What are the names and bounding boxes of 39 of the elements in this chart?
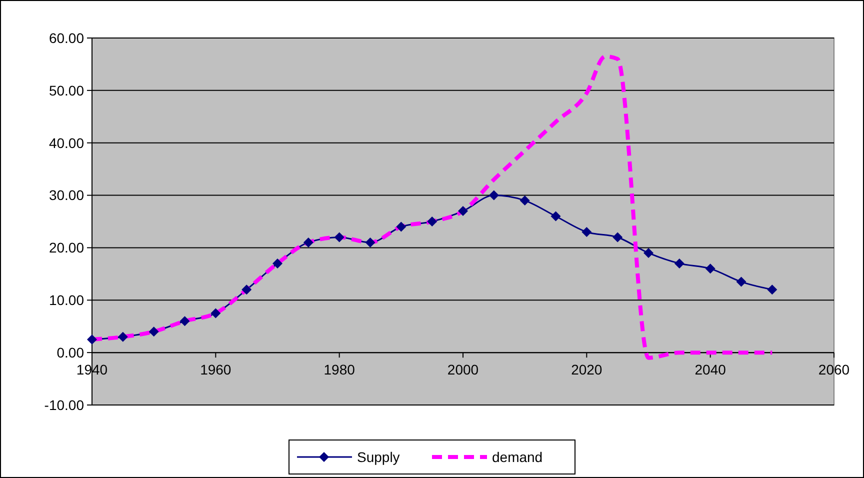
point xyxy=(644,248,654,258)
x-tick-label: 1960 xyxy=(200,362,232,378)
y-tick-label: 30.00 xyxy=(48,187,84,204)
point xyxy=(118,332,128,342)
y-tick-label: 10.00 xyxy=(48,292,84,308)
point xyxy=(582,226,592,237)
point xyxy=(520,196,530,206)
point xyxy=(334,232,344,242)
x-tick-label: 2000 xyxy=(447,362,479,378)
point xyxy=(674,258,684,268)
x-tick-label: 2020 xyxy=(571,362,602,378)
point xyxy=(488,190,499,200)
point xyxy=(612,232,623,242)
point xyxy=(303,237,314,248)
legend-label: Supply xyxy=(357,448,400,465)
point xyxy=(210,308,221,318)
point xyxy=(365,237,376,248)
point xyxy=(550,211,561,222)
point xyxy=(427,216,438,226)
y-tick-label: -10.00 xyxy=(44,396,84,413)
point xyxy=(272,258,282,268)
legend-label: demand xyxy=(492,448,543,465)
point xyxy=(242,284,252,295)
point xyxy=(180,316,190,326)
y-tick-label: 60.00 xyxy=(48,30,84,46)
point xyxy=(396,222,406,232)
point xyxy=(767,284,778,295)
y-tick-label: 0.00 xyxy=(56,344,84,360)
point xyxy=(736,276,746,287)
x-tick-label: 1980 xyxy=(324,362,356,378)
x-tick-label: 2040 xyxy=(694,362,726,378)
point xyxy=(705,264,716,274)
point xyxy=(87,334,97,344)
y-tick-label: 50.00 xyxy=(48,82,84,98)
point xyxy=(458,206,468,216)
point xyxy=(148,326,159,337)
y-tick-label: 40.00 xyxy=(48,134,84,151)
x-tick-label: 2060 xyxy=(818,362,850,378)
y-tick-label: 20.00 xyxy=(48,240,84,256)
